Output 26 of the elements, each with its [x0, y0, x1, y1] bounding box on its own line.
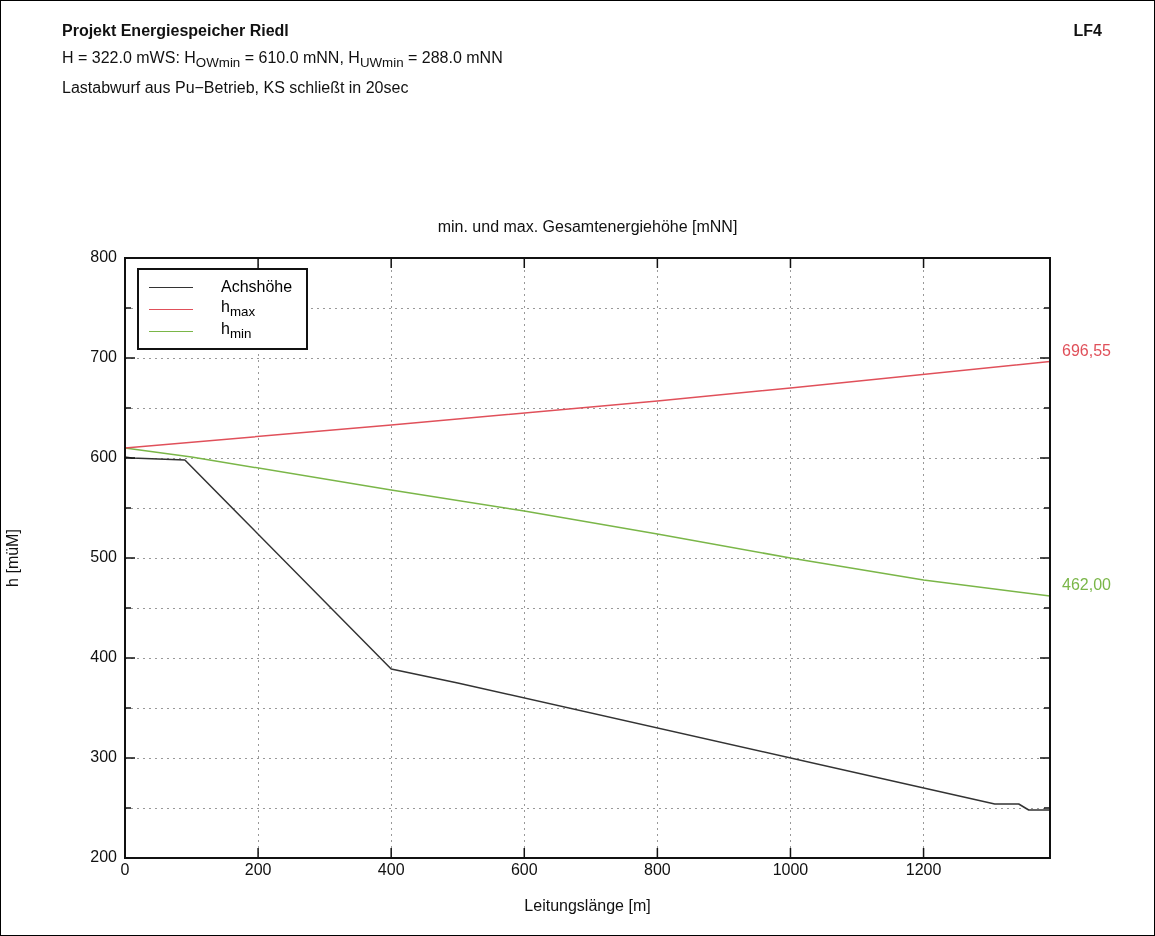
x-tick-label: 400: [377, 861, 405, 879]
x-tick-label: 0: [120, 861, 130, 879]
y-tick-label: 200: [90, 848, 118, 866]
legend-label: h$_{min}$: [221, 320, 252, 342]
y-tick-label: 400: [90, 648, 118, 666]
text: Projekt Energiespeicher Riedl: [62, 22, 289, 39]
legend-label: Achshöhe: [221, 278, 293, 296]
x-tick-label: 800: [644, 861, 671, 879]
x-tick-label: 200: [244, 861, 272, 879]
annotation: 696,55: [1062, 341, 1112, 359]
y-tick-label: 300: [90, 748, 118, 766]
text: Lastabwurf aus Pu−Betrieb, KS schließt in 20sec: [62, 79, 410, 98]
text: LF4: [1073, 22, 1102, 40]
x-axis-title: Leitungslänge [m]: [524, 896, 651, 914]
y-axis-title: h [müM]: [4, 529, 22, 587]
y-tick-label: 600: [90, 448, 118, 466]
legend-label: h$_{max}$: [221, 298, 256, 320]
y-tick-label: 700: [90, 348, 118, 366]
x-tick-label: 600: [510, 861, 538, 879]
text: H = 322.0 mWS: H$_{OWmin}$ = 610.0 mNN, H$_{UWmin}$ = 288.0 mNN: [62, 49, 504, 71]
chart-title: min. und max. Gesamtenergiehöhe [mNN]: [436, 218, 739, 236]
y-tick-label: 500: [90, 548, 118, 566]
x-tick-label: 1000: [772, 861, 809, 879]
x-tick-label: 1200: [905, 861, 942, 879]
annotation: 462,00: [1062, 576, 1112, 594]
y-tick-label: 800: [90, 248, 118, 266]
